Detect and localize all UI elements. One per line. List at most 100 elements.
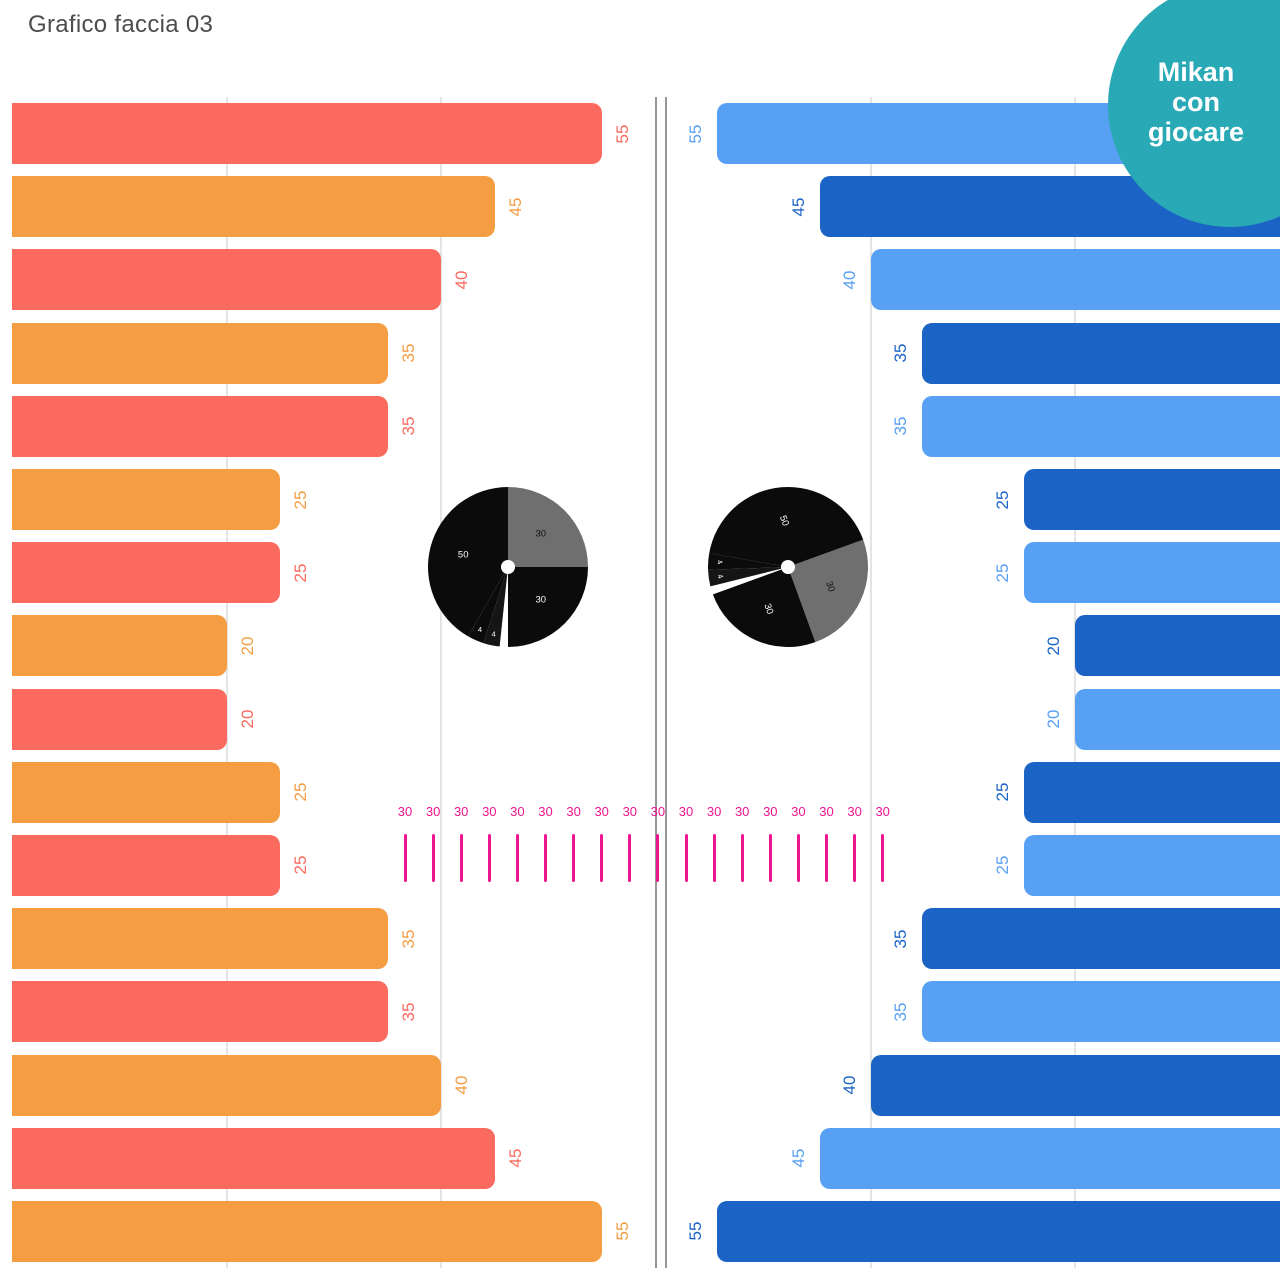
bar-right [870,249,1280,311]
bar-value-label: 25 [993,782,1013,802]
pie-slice-label: 4 [715,559,725,566]
pie-slice [710,567,788,595]
bar-right [1075,688,1280,750]
bar-value-label: 40 [839,270,859,290]
bar-right [1024,542,1280,604]
pie-slice [712,567,816,647]
pie-slice [788,539,868,643]
pie-slice [708,553,788,570]
bar-value-label: 20 [237,709,257,729]
pie-slice [508,487,588,567]
badge-line: Mikan [1157,57,1235,87]
tick-label: 30 [482,804,497,819]
bar-left [12,981,388,1043]
bar-value-label: 35 [398,416,418,436]
pie-slice-label: 4 [715,573,725,580]
bar-value-label: 25 [291,563,311,583]
bar-left [12,103,603,165]
bar-value-label: 20 [237,636,257,656]
bar-left [12,615,227,677]
tick-mark [796,834,800,882]
bar-right [1024,761,1280,823]
pie-eye: 30 30 4 4 50 [708,487,868,647]
bar-value-label: 45 [788,1148,808,1168]
bar-value-label: 35 [890,1002,910,1022]
bar-value-label: 35 [398,929,418,949]
gridline [869,97,872,1268]
tick-label: 30 [706,804,722,819]
tick-mark [825,834,828,882]
tick-mark [459,834,463,882]
bar-value-label: 25 [291,856,311,875]
bar-right [921,908,1280,970]
bar-right [1024,469,1280,531]
tick-label: 30 [622,804,638,819]
pie-slice [709,487,864,567]
bar-left [12,322,388,384]
badge-text: Mikan con giocare [1106,57,1280,147]
bar-value-label: 20 [1044,709,1064,729]
tick-mark [544,834,547,882]
bar-left [12,176,495,238]
bar-right [717,1200,1280,1262]
tick-label: 30 [397,804,413,819]
bar-value-label: 55 [613,1221,633,1241]
bar-value-label: 55 [686,124,706,144]
pie-slice-label: 4 [492,629,496,638]
bar-value-label: 55 [613,124,633,144]
badge-line: con [1171,87,1220,117]
tick-label: 30 [847,804,862,819]
tick-mark [628,834,632,882]
tick-mark [431,834,435,882]
gridline [440,97,443,1268]
pie-slice-label: 30 [761,602,775,616]
gridline [1074,97,1077,1268]
bar-left [12,834,281,896]
tick-mark [684,834,688,882]
tick-label: 30 [538,804,553,819]
tick-label: 30 [875,804,890,819]
tick-mark [600,834,604,882]
tick-mark [881,834,885,882]
tick-label: 30 [763,804,778,819]
bar-right [921,981,1280,1043]
bar-value-label: 45 [788,197,808,217]
pie-center-dot [781,560,795,574]
pie-slice [468,567,508,644]
tick-label: 30 [594,804,609,819]
bar-left [12,249,442,311]
tick-mark [712,834,716,882]
bar-value-label: 35 [890,343,910,363]
bar-value-label: 20 [1044,636,1064,656]
bar-left [12,688,227,750]
bar-value-label: 25 [291,490,311,509]
bar-value-label: 25 [993,563,1013,583]
bar-value-label: 40 [452,270,472,290]
bar-left [12,908,388,970]
bar-left [12,761,281,823]
bar-right [921,322,1280,384]
pie-slice-label: 30 [536,529,547,540]
pie-slice [483,567,508,647]
tick-label: 30 [510,804,525,819]
tick-mark [515,834,519,882]
bar-left [12,395,388,457]
pie-slice [508,567,588,647]
bar-right [1075,615,1280,677]
tick-mark [768,834,772,882]
pie-slice [499,567,508,647]
bar-value-label: 40 [452,1075,472,1095]
pie-eye: 30 30 4 4 50 [428,487,588,647]
badge-line: giocare [1147,117,1245,147]
tick-label: 30 [791,804,806,819]
tick-mark [403,834,407,882]
bar-value-label: 55 [686,1221,706,1241]
pie-slice-label: 30 [823,580,837,594]
bar-value-label: 35 [890,416,910,436]
tick-mark [572,834,576,882]
bar-left [12,542,281,604]
axis-line [654,97,658,1268]
axis-line [664,97,668,1268]
tick-label: 30 [678,804,694,819]
